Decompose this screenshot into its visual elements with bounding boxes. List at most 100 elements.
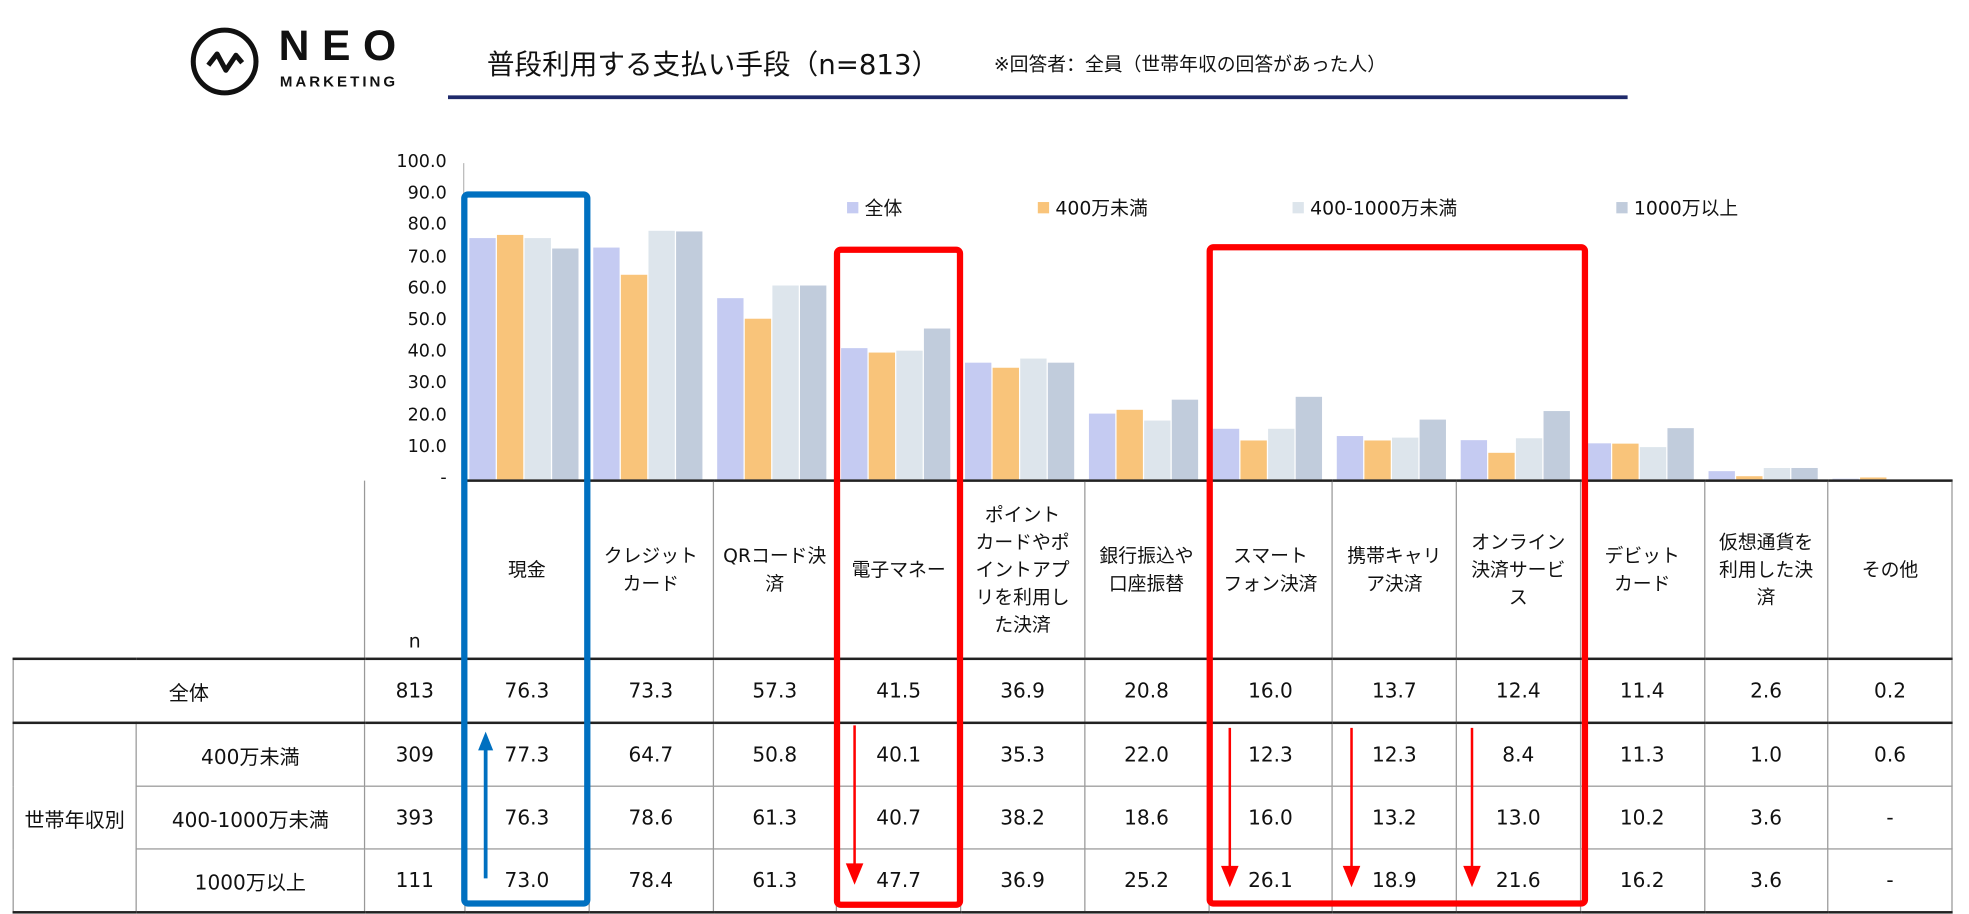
- table-row: 400-1000万未満 393 76.3 78.6 61.3 40.7 38.2 18.6 16…: [13, 785, 1953, 850]
- value-cell: 50.8: [712, 722, 838, 787]
- category-header-line: フォン決済: [1223, 572, 1318, 595]
- bar: [469, 238, 496, 480]
- bar: [965, 362, 992, 480]
- value-cell: 16.0: [1207, 657, 1334, 725]
- bar: [717, 298, 744, 480]
- bar: [1088, 413, 1116, 480]
- value-cell: 61.3: [712, 848, 838, 914]
- bar: [1860, 477, 1887, 480]
- bar: [1488, 452, 1515, 480]
- bar: [1612, 443, 1639, 480]
- group-label: 世帯年収別: [12, 722, 137, 914]
- bar: [1639, 447, 1667, 480]
- value-cell: 40.7: [836, 785, 962, 850]
- value-cell: 25.2: [1083, 848, 1210, 914]
- bar: [552, 248, 579, 480]
- value-cell: 76.3: [464, 657, 590, 725]
- category-header: 現金: [464, 479, 590, 660]
- value-cell: -: [1827, 848, 1953, 914]
- y-tick-label: 50.0: [407, 309, 447, 331]
- category-header-line: 仮想通貨を: [1719, 530, 1814, 554]
- legend-label: 1000万以上: [1633, 197, 1739, 220]
- legend-swatch: [847, 202, 859, 214]
- bar: [868, 352, 896, 480]
- bar: [496, 234, 524, 480]
- down-arrow-icon: [845, 725, 864, 885]
- bar: [1295, 396, 1323, 480]
- category-header-line: その他: [1861, 558, 1919, 582]
- value-cell: 40.1: [836, 722, 962, 787]
- value-cell: 0.6: [1827, 722, 1953, 787]
- value-cell: 16.2: [1579, 848, 1705, 914]
- page-title: 普段利用する支払い手段（n=813）: [486, 50, 940, 82]
- category-header-line: ポイント: [984, 503, 1061, 526]
- category-header-line: オンライン: [1471, 530, 1566, 554]
- y-tick-label: 80.0: [407, 215, 447, 236]
- bar: [1116, 409, 1143, 480]
- category-header-line: リを利用し: [975, 586, 1070, 609]
- category-header-line: カードやポ: [975, 530, 1070, 554]
- y-tick-label: 100.0: [396, 151, 447, 172]
- bar: [1584, 443, 1611, 480]
- bar: [992, 367, 1019, 480]
- highlight-box-cash: [461, 191, 591, 907]
- value-cell: 38.2: [960, 785, 1086, 850]
- row-label: 400-1000万未満: [135, 785, 366, 850]
- bar: [923, 328, 951, 480]
- category-header-line: ア決済: [1366, 572, 1423, 595]
- bar: [799, 285, 827, 480]
- category-header-line: QRコード決: [723, 544, 827, 568]
- category-header-line: イントアプ: [975, 558, 1070, 582]
- logo-subtext: MARKETING: [279, 72, 399, 91]
- down-arrow-icon: [1463, 727, 1481, 888]
- bar: [676, 231, 703, 480]
- category-header-line: カード: [1613, 572, 1671, 595]
- n-cell: 393: [363, 785, 466, 850]
- row-label: 全体: [12, 657, 366, 725]
- bar: [1515, 438, 1543, 480]
- bar: [1763, 467, 1791, 480]
- neo-logo-icon: [190, 27, 259, 96]
- page-subtitle: ※回答者：全員（世帯年収の回答があった人）: [993, 52, 1387, 76]
- bar: [648, 230, 675, 480]
- bar-chart: [469, 230, 1887, 480]
- blank-cell: [13, 480, 366, 659]
- value-cell: 0.2: [1827, 657, 1953, 725]
- category-header: 銀行振込や 口座振替: [1083, 479, 1210, 660]
- y-tick-label: 60.0: [407, 278, 447, 299]
- legend-swatch: [1292, 202, 1304, 214]
- row-label: 1000万以上: [135, 848, 366, 914]
- category-header-line: 済: [1756, 586, 1776, 609]
- legend-item: 全体: [847, 195, 902, 221]
- value-cell: 35.3: [960, 722, 1086, 787]
- value-cell: 13.0: [1455, 785, 1581, 850]
- value-cell: 78.4: [588, 848, 714, 914]
- category-header: 仮想通貨を利用した決済: [1703, 479, 1829, 660]
- category-header-line: 利用した決: [1719, 558, 1814, 582]
- category-header: オンライン決済サービス: [1455, 479, 1581, 660]
- legend-swatch: [1037, 202, 1050, 214]
- data-table: n 現金 クレジット カード QRコード決済電子マネー ポイント カードやポ イントアプ リを利…: [12, 479, 1953, 914]
- bar: [744, 318, 772, 480]
- bar: [524, 238, 551, 480]
- n-cell: 813: [363, 657, 466, 725]
- legend-item: 400-1000万未満: [1292, 195, 1457, 221]
- n-cell: 111: [363, 848, 466, 914]
- category-header: スマート フォン決済: [1207, 479, 1334, 660]
- category-header-line: 決済サービ: [1471, 558, 1566, 582]
- table-row: 世帯年収別 400万未満 309 77.3 64.7 50.8 40.1 35.3 22.0 12…: [12, 722, 1953, 914]
- title-underline: [447, 95, 1628, 100]
- bar: [1336, 436, 1364, 480]
- bar: [1268, 428, 1295, 480]
- value-cell: 3.6: [1703, 848, 1829, 914]
- value-cell: 8.4: [1455, 722, 1581, 787]
- bar: [1419, 419, 1446, 480]
- category-header-line: た決済: [994, 613, 1051, 637]
- category-header-line: ス: [1508, 586, 1528, 609]
- value-cell: 1.0: [1703, 722, 1829, 787]
- y-tick-label: 10.0: [407, 436, 447, 457]
- value-cell: 18.6: [1083, 785, 1210, 850]
- value-cell: 10.2: [1579, 785, 1705, 850]
- bar: [620, 274, 648, 480]
